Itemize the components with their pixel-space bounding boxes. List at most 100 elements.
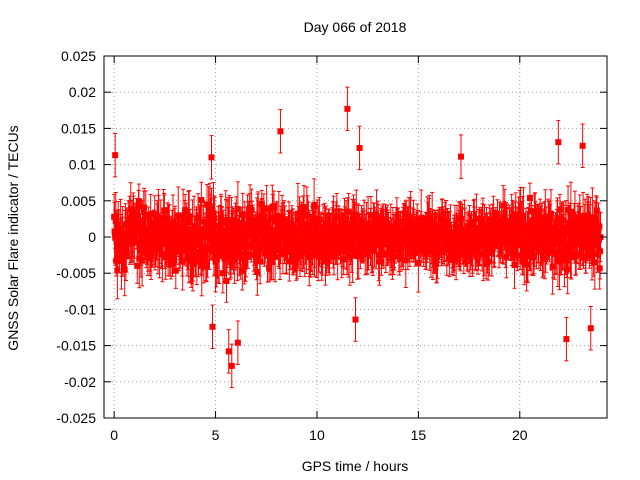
data-point — [542, 214, 549, 221]
data-point — [566, 219, 573, 226]
data-point — [234, 339, 241, 346]
y-tick-label: 0.025 — [61, 48, 96, 64]
data-point — [239, 267, 246, 274]
data-point — [315, 220, 322, 227]
data-point — [275, 214, 282, 221]
data-point — [141, 204, 148, 211]
data-point — [438, 248, 445, 255]
data-point — [324, 247, 331, 254]
data-point — [322, 258, 329, 265]
y-tick-label: 0.01 — [69, 157, 96, 173]
data-point — [239, 211, 246, 218]
data-point — [485, 249, 492, 256]
data-point — [137, 242, 144, 249]
data-point — [290, 257, 297, 264]
data-point — [364, 248, 371, 255]
data-point — [345, 246, 352, 253]
data-point — [567, 244, 574, 251]
data-point — [520, 249, 527, 256]
data-point — [198, 196, 205, 203]
data-point — [277, 128, 284, 135]
data-point — [496, 242, 503, 249]
y-tick-label: 0.005 — [61, 193, 96, 209]
data-point — [591, 259, 598, 266]
data-point — [266, 264, 273, 271]
x-tick-label: 5 — [212, 427, 220, 443]
data-point — [483, 261, 490, 268]
data-point — [180, 212, 187, 219]
data-point — [520, 223, 527, 230]
data-point — [563, 336, 570, 343]
x-tick-label: 0 — [110, 427, 118, 443]
data-point — [511, 261, 518, 268]
data-point — [230, 244, 237, 251]
data-point — [202, 260, 209, 267]
data-point — [375, 217, 382, 224]
data-point — [232, 250, 239, 257]
data-point — [555, 139, 562, 146]
data-point — [340, 256, 347, 263]
data-point — [231, 256, 238, 263]
data-point — [136, 218, 143, 225]
data-point — [248, 242, 255, 249]
data-point — [345, 208, 352, 215]
data-point — [415, 259, 422, 266]
data-point — [434, 249, 441, 256]
data-point — [267, 225, 274, 232]
data-point — [179, 258, 186, 265]
data-point — [400, 238, 407, 245]
data-point — [568, 253, 575, 260]
data-series — [111, 86, 604, 389]
data-point — [519, 217, 526, 224]
data-point — [352, 316, 359, 323]
y-tick-label: 0.015 — [61, 120, 96, 136]
y-tick-label: -0.015 — [56, 338, 96, 354]
data-point — [185, 218, 192, 225]
data-point — [203, 263, 210, 270]
data-point — [477, 241, 484, 248]
data-point — [412, 249, 419, 256]
data-point — [344, 105, 351, 112]
data-point — [556, 206, 563, 213]
data-point — [353, 211, 360, 218]
data-point — [564, 266, 571, 273]
y-tick-label: -0.025 — [56, 410, 96, 426]
data-point — [223, 219, 230, 226]
y-axis-label: GNSS Solar Flare indicator / TECUs — [5, 125, 21, 350]
data-point — [127, 205, 134, 212]
data-point — [407, 216, 414, 223]
data-point — [114, 267, 121, 274]
data-point — [200, 218, 207, 225]
data-point — [494, 210, 501, 217]
data-point — [147, 211, 154, 218]
data-point — [554, 215, 561, 222]
data-point — [322, 232, 329, 239]
data-point — [354, 253, 361, 260]
data-point — [144, 226, 151, 233]
x-tick-label: 20 — [512, 427, 528, 443]
data-point — [547, 214, 554, 221]
data-point — [139, 257, 146, 264]
data-point — [391, 238, 398, 245]
data-point — [442, 217, 449, 224]
data-point — [133, 229, 140, 236]
data-point — [303, 211, 310, 218]
y-tick-label: -0.005 — [56, 265, 96, 281]
data-point — [112, 152, 119, 159]
data-point — [453, 256, 460, 263]
data-point — [593, 232, 600, 239]
data-point — [271, 243, 278, 250]
data-point — [294, 210, 301, 217]
data-point — [240, 237, 247, 244]
data-point — [168, 237, 175, 244]
data-point — [457, 153, 464, 160]
data-point — [311, 202, 318, 209]
data-point — [526, 223, 533, 230]
data-point — [382, 250, 389, 257]
data-point — [444, 223, 451, 230]
y-tick-label: -0.01 — [64, 301, 96, 317]
x-tick-label: 15 — [411, 427, 427, 443]
data-point — [134, 262, 141, 269]
data-point — [182, 207, 189, 214]
